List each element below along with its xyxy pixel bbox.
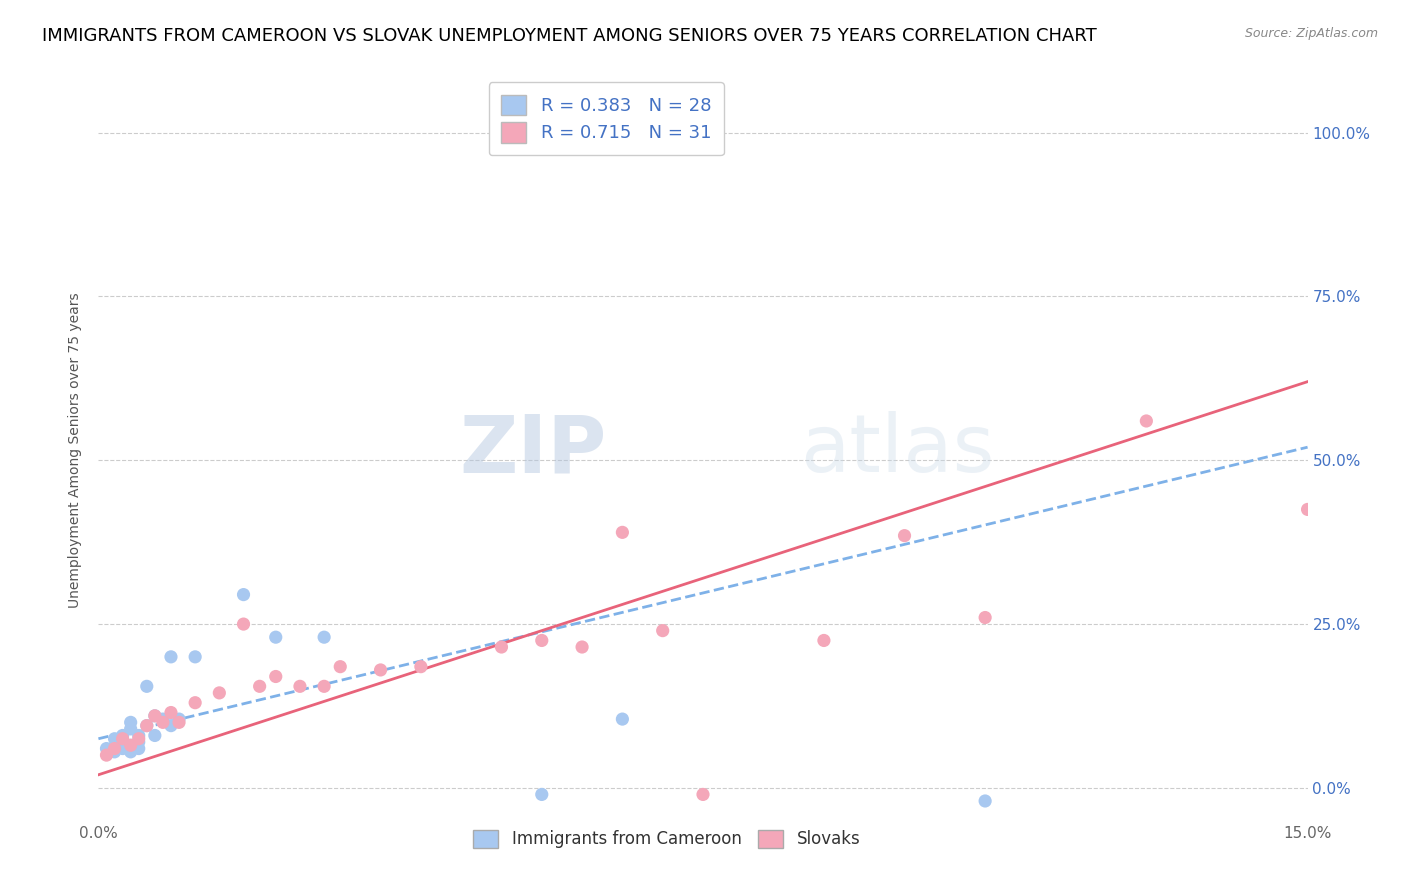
Point: [1296, 502, 1319, 516]
Point: [314, 630, 336, 644]
Point: [184, 696, 207, 710]
Point: [120, 739, 142, 753]
Point: [651, 624, 673, 638]
Text: atlas: atlas: [800, 411, 994, 490]
Point: [128, 729, 150, 743]
Point: [314, 679, 336, 693]
Point: [152, 712, 174, 726]
Point: [160, 706, 183, 720]
Point: [208, 686, 231, 700]
Point: [329, 659, 352, 673]
Point: [288, 679, 311, 693]
Point: [167, 712, 190, 726]
Point: [135, 718, 157, 732]
Point: [120, 715, 142, 730]
Point: [135, 718, 157, 732]
Point: [143, 729, 166, 743]
Point: [813, 633, 835, 648]
Point: [120, 745, 142, 759]
Point: [1135, 414, 1157, 428]
Point: [264, 669, 287, 683]
Point: [409, 659, 432, 673]
Point: [111, 729, 134, 743]
Point: [974, 794, 997, 808]
Point: [111, 735, 134, 749]
Point: [232, 617, 254, 632]
Point: [96, 741, 118, 756]
Point: [120, 739, 142, 753]
Point: [530, 633, 553, 648]
Point: [152, 715, 174, 730]
Point: [128, 735, 150, 749]
Point: [249, 679, 271, 693]
Point: [143, 708, 166, 723]
Point: [974, 610, 997, 624]
Point: [103, 741, 125, 756]
Point: [96, 748, 118, 763]
Point: [128, 731, 150, 746]
Point: [612, 712, 634, 726]
Point: [893, 528, 915, 542]
Point: [103, 745, 125, 759]
Point: [160, 649, 183, 664]
Point: [612, 525, 634, 540]
Point: [491, 640, 513, 654]
Point: [264, 630, 287, 644]
Point: [571, 640, 593, 654]
Point: [370, 663, 392, 677]
Point: [692, 788, 714, 802]
Y-axis label: Unemployment Among Seniors over 75 years: Unemployment Among Seniors over 75 years: [69, 293, 83, 608]
Point: [120, 722, 142, 736]
Text: ZIP: ZIP: [458, 411, 606, 490]
Point: [111, 741, 134, 756]
Point: [143, 708, 166, 723]
Text: IMMIGRANTS FROM CAMEROON VS SLOVAK UNEMPLOYMENT AMONG SENIORS OVER 75 YEARS CORR: IMMIGRANTS FROM CAMEROON VS SLOVAK UNEMP…: [42, 27, 1097, 45]
Point: [111, 731, 134, 746]
Point: [160, 718, 183, 732]
Text: Source: ZipAtlas.com: Source: ZipAtlas.com: [1244, 27, 1378, 40]
Legend: Immigrants from Cameroon, Slovaks: Immigrants from Cameroon, Slovaks: [465, 822, 869, 856]
Point: [184, 649, 207, 664]
Point: [128, 741, 150, 756]
Point: [135, 679, 157, 693]
Point: [167, 715, 190, 730]
Point: [232, 588, 254, 602]
Point: [530, 788, 553, 802]
Point: [103, 731, 125, 746]
